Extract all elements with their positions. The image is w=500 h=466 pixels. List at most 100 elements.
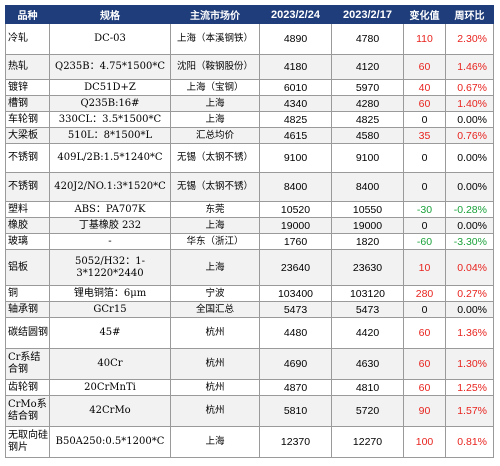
- cell-spec: 42CrMo: [49, 395, 171, 427]
- cell-spec: DC-03: [49, 23, 171, 55]
- cell-product: 橡胶: [5, 217, 50, 234]
- cell-price-current: 4890: [259, 23, 332, 55]
- cell-price-previous: 4120: [331, 54, 404, 80]
- table-row: 不锈钢 420J2/NO.1:3*1520*C 无锡（太钢不锈） 8400 8400 0 0…: [5, 172, 494, 202]
- cell-change: 60: [403, 379, 446, 396]
- cell-price-previous: 4420: [331, 317, 404, 349]
- cell-price-previous: 5970: [331, 79, 404, 96]
- cell-product: 不锈钢: [5, 143, 50, 173]
- cell-pct: 0.04%: [445, 249, 494, 286]
- cell-market: 沈阳（鞍钢股份）: [170, 54, 260, 80]
- cell-price-current: 4480: [259, 317, 332, 349]
- cell-price-current: 12370: [259, 426, 332, 458]
- cell-market: 全国汇总: [170, 301, 260, 318]
- cell-spec: 锂电铜箔：6μm: [49, 285, 171, 302]
- cell-spec: DC51D+Z: [49, 79, 171, 96]
- cell-market: 杭州: [170, 317, 260, 349]
- cell-market: 杭州: [170, 395, 260, 427]
- cell-price-previous: 8400: [331, 172, 404, 202]
- cell-spec: -: [49, 233, 171, 250]
- cell-change: 100: [403, 426, 446, 458]
- cell-market: 宁波: [170, 285, 260, 302]
- header-date-previous: 2023/2/17: [331, 5, 404, 24]
- cell-pct: 0.27%: [445, 285, 494, 302]
- cell-change: 60: [403, 348, 446, 380]
- cell-price-current: 19000: [259, 217, 332, 234]
- cell-spec: Q235B:16#: [49, 95, 171, 112]
- table-row: 槽钢 Q235B:16# 上海 4340 4280 60 1.40%: [5, 95, 494, 112]
- cell-spec: B50A250:0.5*1200*C: [49, 426, 171, 458]
- cell-product: 玻璃: [5, 233, 50, 250]
- cell-change: 60: [403, 317, 446, 349]
- cell-product: 大梁板: [5, 127, 50, 144]
- cell-market: 上海: [170, 249, 260, 286]
- cell-product: 热轧: [5, 54, 50, 80]
- cell-spec: 330CL：3.5*1500*C: [49, 111, 171, 128]
- cell-spec: 40Cr: [49, 348, 171, 380]
- cell-change: 90: [403, 395, 446, 427]
- table-row: 大梁板 510L：8*1500*L 汇总均价 4615 4580 35 0.76%: [5, 127, 494, 144]
- cell-spec: 丁基橡胶 232: [49, 217, 171, 234]
- cell-product: Cr系结合钢: [5, 348, 50, 380]
- cell-price-previous: 10550: [331, 201, 404, 218]
- cell-spec: 45#: [49, 317, 171, 349]
- cell-change: -30: [403, 201, 446, 218]
- cell-pct: 1.25%: [445, 379, 494, 396]
- cell-product: 不锈钢: [5, 172, 50, 202]
- cell-market: 上海: [170, 426, 260, 458]
- header-market: 主流市场价: [170, 5, 260, 24]
- cell-product: 无取向硅钢片: [5, 426, 50, 458]
- cell-change: 110: [403, 23, 446, 55]
- cell-market: 东莞: [170, 201, 260, 218]
- table-body: 冷轧 DC-03 上海（本溪钢铁） 4890 4780 110 2.30% 热轧 Q235B：4…: [5, 23, 494, 458]
- cell-spec: 20CrMnTi: [49, 379, 171, 396]
- cell-price-previous: 4810: [331, 379, 404, 396]
- cell-price-current: 23640: [259, 249, 332, 286]
- cell-price-current: 5473: [259, 301, 332, 318]
- cell-market: 上海: [170, 95, 260, 112]
- header-change: 变化值: [403, 5, 446, 24]
- cell-pct: 1.40%: [445, 95, 494, 112]
- table-row: Cr系结合钢 40Cr 杭州 4690 4630 60 1.30%: [5, 348, 494, 380]
- cell-pct: 1.57%: [445, 395, 494, 427]
- cell-pct: 2.30%: [445, 23, 494, 55]
- cell-product: 轴承钢: [5, 301, 50, 318]
- cell-price-previous: 4630: [331, 348, 404, 380]
- cell-spec: 409L/2B:1.5*1240*C: [49, 143, 171, 173]
- cell-change: 60: [403, 54, 446, 80]
- table-row: 镀锌 DC51D+Z 上海（宝钢） 6010 5970 40 0.67%: [5, 79, 494, 96]
- cell-pct: 0.81%: [445, 426, 494, 458]
- cell-market: 上海（本溪钢铁）: [170, 23, 260, 55]
- table-row: 车轮钢 330CL：3.5*1500*C 上海 4825 4825 0 0.00%: [5, 111, 494, 128]
- cell-pct: 0.00%: [445, 301, 494, 318]
- cell-price-current: 6010: [259, 79, 332, 96]
- cell-price-current: 4180: [259, 54, 332, 80]
- cell-price-previous: 4580: [331, 127, 404, 144]
- cell-pct: 1.36%: [445, 317, 494, 349]
- cell-change: -60: [403, 233, 446, 250]
- cell-product: 铜: [5, 285, 50, 302]
- cell-price-current: 9100: [259, 143, 332, 173]
- cell-price-current: 4690: [259, 348, 332, 380]
- cell-spec: Q235B：4.75*1500*C: [49, 54, 171, 80]
- cell-change: 0: [403, 172, 446, 202]
- cell-market: 无锡（太钢不锈）: [170, 143, 260, 173]
- cell-price-previous: 4280: [331, 95, 404, 112]
- cell-change: 0: [403, 301, 446, 318]
- cell-spec: 420J2/NO.1:3*1520*C: [49, 172, 171, 202]
- table-row: 热轧 Q235B：4.75*1500*C 沈阳（鞍钢股份） 4180 4120 60 1.4…: [5, 54, 494, 80]
- table-row: 无取向硅钢片 B50A250:0.5*1200*C 上海 12370 12270 100 0…: [5, 426, 494, 458]
- cell-price-current: 4340: [259, 95, 332, 112]
- cell-pct: 0.76%: [445, 127, 494, 144]
- cell-market: 无锡（太钢不锈）: [170, 172, 260, 202]
- cell-spec: ABS：PA707K: [49, 201, 171, 218]
- table-row: 橡胶 丁基橡胶 232 上海 19000 19000 0 0.00%: [5, 217, 494, 234]
- header-pct: 周环比: [445, 5, 494, 24]
- cell-market: 汇总均价: [170, 127, 260, 144]
- cell-change: 0: [403, 111, 446, 128]
- cell-change: 0: [403, 217, 446, 234]
- price-table: 品种 规格 主流市场价 2023/2/24 2023/2/17 变化值 周环比 …: [5, 5, 494, 458]
- cell-change: 60: [403, 95, 446, 112]
- table-row: 不锈钢 409L/2B:1.5*1240*C 无锡（太钢不锈） 9100 9100 0 0.…: [5, 143, 494, 173]
